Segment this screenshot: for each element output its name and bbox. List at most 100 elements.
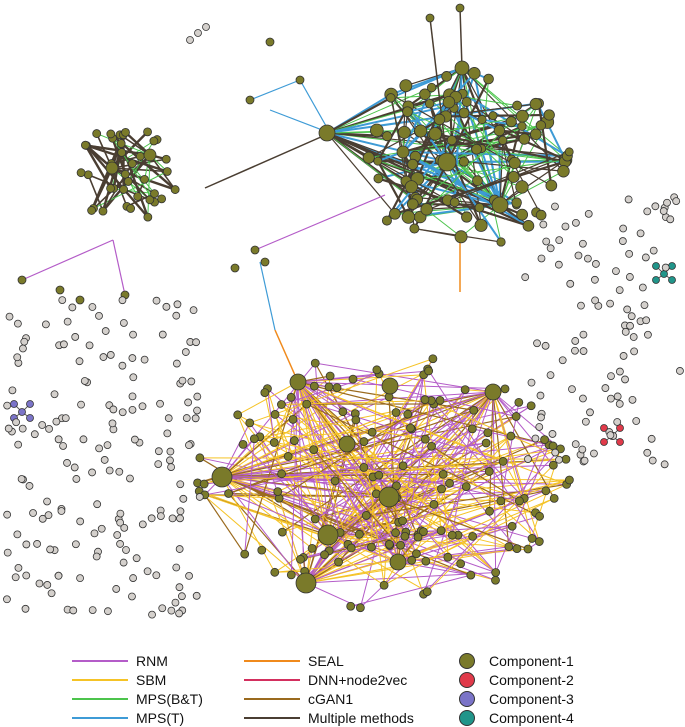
network-edge <box>363 466 520 502</box>
isolated-node <box>648 456 657 465</box>
isolated-node <box>627 312 636 321</box>
component-1-node <box>367 542 376 552</box>
isolated-node <box>636 229 645 238</box>
component-1-node <box>320 550 329 560</box>
network-edge <box>297 381 304 558</box>
component-1-node <box>260 388 270 397</box>
isolated-node <box>579 394 587 403</box>
component-1-node <box>286 392 296 402</box>
isolated-node <box>193 392 202 401</box>
component-1-node <box>458 107 470 119</box>
isolated-node <box>41 320 50 329</box>
isolated-node <box>625 273 634 281</box>
component-1-node <box>491 568 501 577</box>
network-edge <box>313 449 413 561</box>
isolated-node <box>661 263 670 272</box>
isolated-node <box>551 202 559 211</box>
component-1-node <box>245 418 255 428</box>
isolated-node <box>531 434 540 443</box>
network-edge <box>221 405 532 478</box>
legend-line-seal <box>244 660 300 662</box>
component-1-node <box>373 156 383 166</box>
component-1-node <box>269 438 279 447</box>
isolated-node <box>3 548 12 557</box>
isolated-node <box>571 346 579 355</box>
component-1-node <box>460 385 470 395</box>
isolated-node <box>584 209 593 218</box>
network-edge <box>397 530 442 563</box>
isolated-node <box>586 408 594 417</box>
component-1-node <box>535 120 547 131</box>
component-1-node <box>367 427 377 437</box>
component-1-node <box>325 371 335 381</box>
component-1-node <box>437 484 446 494</box>
component-1-node <box>522 219 535 232</box>
network-edge <box>237 381 299 416</box>
isolated-node <box>63 317 72 326</box>
component-1-node <box>515 496 524 506</box>
component-1-node <box>76 168 86 178</box>
isolated-node <box>33 540 41 548</box>
component-1-node <box>398 516 407 526</box>
isolated-node <box>172 311 181 320</box>
isolated-node <box>554 260 563 269</box>
component-1-node <box>157 194 167 204</box>
isolated-node <box>621 375 629 384</box>
isolated-node <box>100 456 109 464</box>
hub-node <box>211 466 233 488</box>
isolated-node <box>119 558 128 567</box>
legend-component-4: Component-4 <box>455 709 574 727</box>
component-1-node <box>564 475 574 485</box>
network-edge <box>388 479 570 498</box>
isolated-node <box>581 417 590 426</box>
network-edge <box>327 358 434 536</box>
isolated-node <box>555 455 563 464</box>
component-1-node <box>564 147 574 157</box>
isolated-node <box>580 456 589 465</box>
network-edge <box>414 227 462 238</box>
isolated-node <box>95 311 103 320</box>
component-1-node <box>119 185 128 194</box>
component-1-node <box>511 197 522 208</box>
network-edge <box>120 143 149 218</box>
legend-seal: SEAL <box>244 652 344 670</box>
bridge-edge <box>274 329 299 383</box>
network-edge <box>435 132 566 163</box>
isolated-node <box>628 395 637 404</box>
component-1-node <box>403 409 413 419</box>
legend-component-1: Component-1 <box>455 652 574 670</box>
component-1-node <box>359 437 369 446</box>
isolated-node <box>38 421 47 429</box>
isolated-node <box>571 337 580 345</box>
component-1-node <box>508 156 521 170</box>
isolated-node <box>521 273 530 282</box>
component-1-node <box>421 556 431 566</box>
component-1-node <box>161 154 171 164</box>
hub-node <box>381 377 399 395</box>
isolated-node <box>8 386 17 395</box>
network-edge <box>314 428 473 520</box>
component-1-node <box>398 461 408 471</box>
component-1-node <box>270 567 280 577</box>
isolated-node <box>202 23 210 31</box>
component-1-node <box>449 197 460 208</box>
component-1-node <box>106 184 115 193</box>
isolated-node <box>539 220 548 229</box>
isolated-node <box>43 497 51 506</box>
legend-dot-component-4 <box>459 710 475 726</box>
component-1-node <box>351 415 361 425</box>
component-2-node <box>600 424 608 432</box>
component-1-node <box>500 384 510 394</box>
network-edge <box>492 391 561 450</box>
network-edge <box>297 381 344 413</box>
network-edge <box>221 476 360 535</box>
hub-node <box>143 148 157 162</box>
isolated-node <box>647 434 656 443</box>
isolated-node <box>642 316 651 325</box>
component-1-node <box>195 453 205 463</box>
isolated-node <box>175 545 184 553</box>
isolated-node <box>106 351 115 359</box>
isolated-node <box>143 567 152 576</box>
bridge-edge <box>429 17 448 163</box>
isolated-node <box>158 330 167 339</box>
